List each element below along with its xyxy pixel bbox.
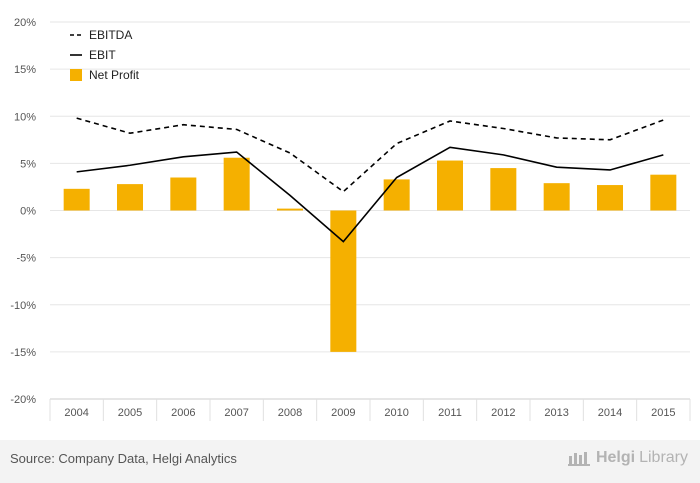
brand-logo: Helgi Library xyxy=(567,449,688,467)
bar-net-profit xyxy=(63,188,90,211)
y-tick-label: 15% xyxy=(14,64,36,76)
x-tick-label: 2012 xyxy=(491,407,515,419)
chart-canvas: -20%-15%-10%-5%0%5%10%15%20% 2004 2005 200… xyxy=(10,17,691,421)
y-tick-label: -20% xyxy=(10,394,36,406)
x-tick-label: 2007 xyxy=(224,407,248,419)
legend-label: Net Profit xyxy=(89,68,140,82)
net-profit-bars xyxy=(63,157,677,352)
y-tick-label: 5% xyxy=(20,158,36,170)
bar-net-profit xyxy=(650,174,677,211)
y-tick-label: 10% xyxy=(14,111,36,123)
legend-label: EBIT xyxy=(89,48,116,62)
x-tick-label: 2010 xyxy=(384,407,408,419)
x-tick-label: 2013 xyxy=(544,407,568,419)
source-text: Source: Company Data, Helgi Analytics xyxy=(10,451,237,466)
bar-net-profit xyxy=(223,157,250,211)
y-tick-label: 20% xyxy=(14,17,36,29)
bar-net-profit xyxy=(490,168,517,211)
x-tick-label: 2014 xyxy=(598,407,622,419)
y-tick-label: -10% xyxy=(10,300,36,312)
bar-net-profit xyxy=(543,183,570,211)
y-tick-label: 0% xyxy=(20,206,36,218)
x-tick-label: 2005 xyxy=(118,407,142,419)
line-ebitda xyxy=(76,117,664,193)
x-axis: 2004 2005 2006 2007 2008 2009 2010 2011 2012 2013… xyxy=(49,398,691,421)
y-axis: -20% -15% -10% -5% 0% 5% 10% 15% 20% xyxy=(10,17,36,406)
series-lines xyxy=(76,117,664,243)
x-tick-label: 2015 xyxy=(651,407,675,419)
bar-net-profit xyxy=(597,185,623,211)
legend: EBITDA EBIT Net Profit xyxy=(70,28,140,82)
bar-net-profit xyxy=(170,177,197,211)
library-icon xyxy=(567,452,590,466)
brand-bold: Helgi xyxy=(595,449,636,466)
line-ebit xyxy=(76,146,664,243)
x-tick-label: 2006 xyxy=(171,407,195,419)
x-tick-label: 2011 xyxy=(438,407,462,419)
y-tick-label: -15% xyxy=(10,347,36,359)
bar-net-profit xyxy=(383,179,410,211)
bar-net-profit xyxy=(277,208,303,211)
legend-swatch-net-profit xyxy=(70,69,82,81)
legend-label: EBITDA xyxy=(89,28,132,42)
x-tick-label: 2004 xyxy=(64,407,88,419)
bar-net-profit xyxy=(117,184,143,211)
y-tick-label: -5% xyxy=(16,253,36,265)
bar-net-profit xyxy=(437,160,463,211)
x-tick-label: 2009 xyxy=(331,407,355,419)
x-tick-label: 2008 xyxy=(278,407,302,419)
footer: Source: Company Data, Helgi Analytics He… xyxy=(0,440,700,483)
brand-light: Library xyxy=(639,449,688,466)
